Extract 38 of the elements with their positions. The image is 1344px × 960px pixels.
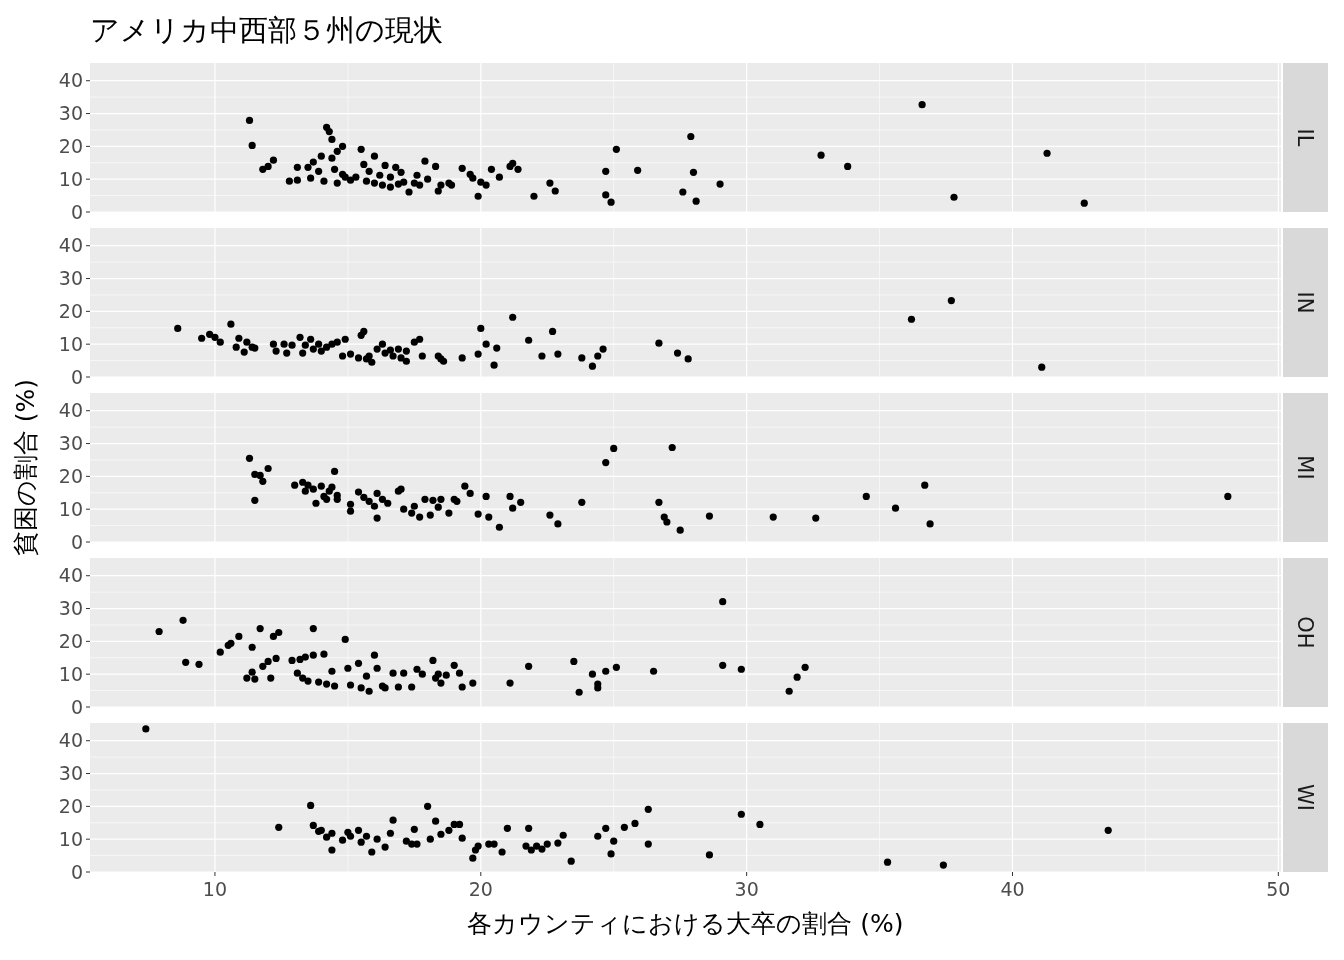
y-tick-label: 0: [70, 860, 83, 883]
y-tick-label: 30: [58, 432, 83, 455]
y-tick-label: 0: [70, 365, 83, 388]
y-tick-label: 10: [58, 497, 83, 520]
y-tick-label: 40: [58, 564, 83, 587]
y-tick-label: 10: [58, 332, 83, 355]
y-tick-label: 10: [58, 167, 83, 190]
y-tick-label: 40: [58, 729, 83, 752]
y-axis-title: 貧困の割合 (%): [11, 378, 40, 557]
x-axis-title: 各カウンティにおける大卒の割合 (%): [467, 909, 904, 938]
y-tick-label: 20: [58, 135, 83, 158]
y-tick-label: 30: [58, 597, 83, 620]
y-tick-label: 30: [58, 102, 83, 125]
y-tick-label: 20: [58, 795, 83, 818]
y-tick-label: 0: [70, 530, 83, 553]
y-tick-label: 0: [70, 695, 83, 718]
x-tick-label: 40: [1000, 878, 1025, 900]
text: OH: [1293, 616, 1318, 649]
x-tick-label: 10: [202, 878, 228, 900]
y-tick-label: 40: [58, 399, 83, 422]
x-tick-label: 30: [734, 878, 759, 900]
y-tick-label: 20: [58, 300, 83, 323]
x-tick-label: 50: [1266, 878, 1291, 900]
text: IL: [1293, 128, 1318, 147]
y-tick-label: 30: [58, 267, 83, 290]
x-tick-label: 20: [468, 878, 493, 900]
y-tick-label: 30: [58, 762, 83, 785]
y-tick-label: 10: [58, 827, 83, 850]
chart-title: アメリカ中西部５州の現状: [90, 13, 443, 47]
y-tick-label: 10: [58, 662, 83, 685]
y-tick-label: 40: [58, 234, 83, 257]
text: WI: [1293, 784, 1318, 811]
y-tick-label: 40: [58, 69, 83, 92]
y-tick-label: 20: [58, 630, 83, 653]
text: IN: [1293, 291, 1318, 314]
y-tick-label: 20: [58, 465, 83, 488]
text: MI: [1293, 455, 1318, 480]
y-tick-label: 0: [70, 200, 83, 223]
